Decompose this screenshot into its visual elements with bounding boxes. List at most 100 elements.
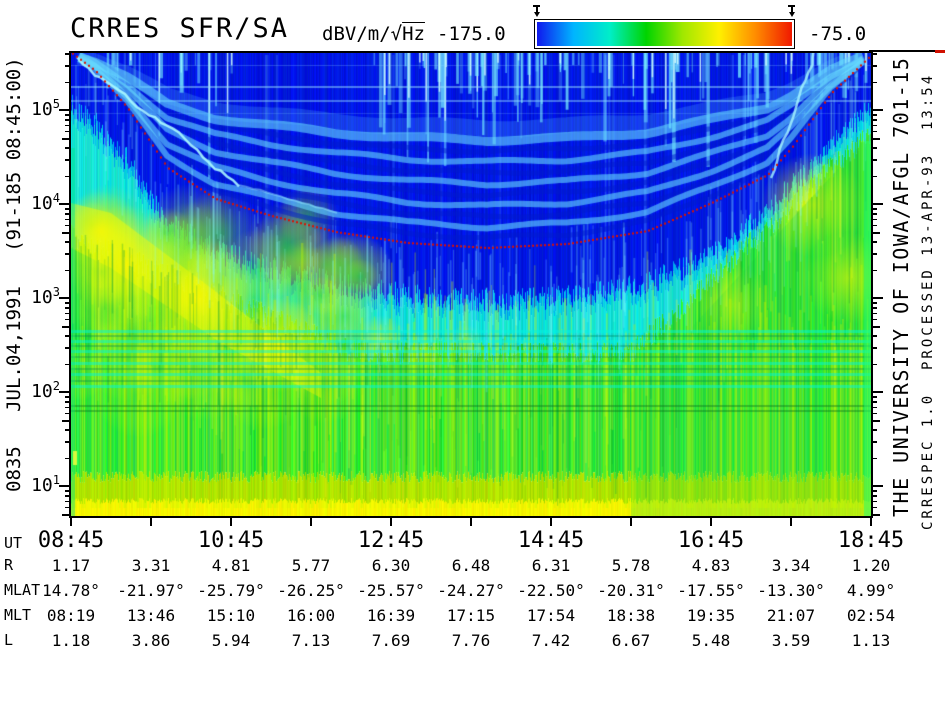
colorbar-max-marker-icon bbox=[787, 5, 796, 19]
ephemeris-value: 5.77 bbox=[291, 556, 331, 575]
y-minor-tick bbox=[62, 514, 69, 516]
ephemeris-value: 1.13 bbox=[851, 631, 891, 650]
ephemeris-value: -20.31° bbox=[597, 581, 665, 600]
x-hour-tick bbox=[550, 518, 552, 526]
y-minor-tick-right bbox=[873, 506, 877, 509]
y-minor-tick bbox=[65, 130, 69, 133]
ephemeris-value: 18:38 bbox=[606, 606, 656, 625]
ephemeris-value: 7.42 bbox=[531, 631, 571, 650]
ephemeris-value: 02:54 bbox=[846, 606, 896, 625]
ephemeris-value: 3.59 bbox=[771, 631, 811, 650]
x-tick-label-ut: 10:45 bbox=[197, 528, 265, 553]
y-minor-tick-right bbox=[873, 307, 877, 309]
y-minor-tick bbox=[65, 65, 69, 67]
ephemeris-value: 6.31 bbox=[531, 556, 571, 575]
ephemeris-value: -26.25° bbox=[277, 581, 345, 600]
y-minor-tick bbox=[65, 457, 69, 460]
y-minor-tick bbox=[65, 307, 69, 309]
y-minor-tick bbox=[65, 119, 69, 121]
y-minor-tick-right bbox=[873, 159, 877, 161]
ephemeris-value: -25.57° bbox=[357, 581, 425, 600]
ephemeris-value: 3.31 bbox=[131, 556, 171, 575]
orbit-start-vertical-label: 0835 JUL.04,1991 (91-185 08:45:00) bbox=[3, 57, 25, 492]
y-minor-tick bbox=[65, 269, 69, 272]
y-minor-tick-right bbox=[873, 175, 877, 178]
y-minor-tick bbox=[65, 412, 69, 415]
ephemeris-value: 1.17 bbox=[51, 556, 91, 575]
ephemeris-value: 6.67 bbox=[611, 631, 651, 650]
y-minor-tick bbox=[62, 232, 69, 234]
ephemeris-value: 5.48 bbox=[691, 631, 731, 650]
y-minor-tick-right bbox=[873, 495, 877, 497]
y-minor-tick bbox=[65, 406, 69, 408]
x-tick-label-ut: 16:45 bbox=[677, 528, 745, 553]
y-major-tick bbox=[59, 109, 69, 111]
ephemeris-value: 13:46 bbox=[126, 606, 176, 625]
y-minor-tick-right bbox=[873, 326, 880, 328]
y-tick-label: 101 bbox=[31, 473, 60, 496]
header-rule-red-tip bbox=[935, 50, 945, 53]
colorbar-gradient bbox=[537, 22, 792, 46]
y-minor-tick bbox=[65, 147, 69, 149]
x-tick-label-ut: 14:45 bbox=[517, 528, 585, 553]
ephemeris-row-label: UT bbox=[4, 534, 23, 552]
y-major-tick-right bbox=[873, 391, 883, 393]
y-minor-tick bbox=[65, 208, 69, 210]
y-minor-tick-right bbox=[873, 119, 877, 121]
y-minor-tick-right bbox=[873, 224, 877, 227]
ephemeris-value: 3.34 bbox=[771, 556, 811, 575]
x-tick-label-ut: 08:45 bbox=[37, 528, 105, 553]
y-minor-tick bbox=[65, 213, 69, 215]
ephemeris-value: 4.83 bbox=[691, 556, 731, 575]
processing-info-vertical-label: CRRESPEC 1.0 PROCESSED 13-APR-93 13:54 bbox=[920, 72, 936, 530]
y-minor-tick bbox=[65, 241, 69, 243]
y-minor-tick bbox=[65, 500, 69, 502]
ephemeris-value: 17:54 bbox=[526, 606, 576, 625]
ephemeris-value: -21.97° bbox=[117, 581, 185, 600]
y-minor-tick-right bbox=[873, 335, 877, 337]
y-tick-label: 103 bbox=[31, 285, 60, 308]
y-minor-tick bbox=[65, 441, 69, 443]
y-minor-tick-right bbox=[873, 130, 877, 133]
ephemeris-value: 15:10 bbox=[206, 606, 256, 625]
y-minor-tick bbox=[65, 253, 69, 255]
y-minor-tick bbox=[65, 429, 69, 431]
ephemeris-value: 1.20 bbox=[851, 556, 891, 575]
y-minor-tick-right bbox=[873, 253, 877, 255]
ephemeris-value: 5.78 bbox=[611, 556, 651, 575]
y-minor-tick-right bbox=[873, 429, 877, 431]
y-minor-tick bbox=[62, 420, 69, 422]
ephemeris-value: 4.81 bbox=[211, 556, 251, 575]
y-minor-tick-right bbox=[873, 312, 877, 314]
spectrogram-canvas bbox=[71, 53, 871, 516]
y-minor-tick-right bbox=[873, 401, 877, 403]
y-major-tick bbox=[59, 391, 69, 393]
ephemeris-value: 21:07 bbox=[766, 606, 816, 625]
ephemeris-value: 08:19 bbox=[46, 606, 96, 625]
y-minor-tick bbox=[65, 347, 69, 349]
y-tick-label: 104 bbox=[31, 191, 60, 214]
ephemeris-value: -17.55° bbox=[677, 581, 745, 600]
y-minor-tick bbox=[65, 302, 69, 304]
y-minor-tick-right bbox=[873, 232, 880, 234]
ephemeris-value: 19:35 bbox=[686, 606, 736, 625]
y-major-tick-right bbox=[873, 297, 883, 299]
colorbar-max-label: -75.0 bbox=[809, 23, 867, 45]
ephemeris-row-label: MLT bbox=[4, 606, 32, 624]
y-minor-tick-right bbox=[873, 500, 877, 502]
x-hour-tick bbox=[70, 518, 72, 526]
y-minor-tick-right bbox=[873, 138, 880, 140]
ephemeris-value: -24.27° bbox=[437, 581, 505, 600]
ephemeris-value: 1.18 bbox=[51, 631, 91, 650]
y-minor-tick bbox=[65, 224, 69, 227]
y-minor-tick bbox=[65, 124, 69, 126]
y-minor-tick bbox=[65, 175, 69, 178]
y-major-tick-right bbox=[873, 203, 883, 205]
y-minor-tick-right bbox=[873, 318, 877, 321]
header-rule-line bbox=[869, 50, 935, 52]
x-hour-tick bbox=[630, 518, 632, 526]
y-minor-tick-right bbox=[873, 147, 877, 149]
ephemeris-value: -25.79° bbox=[197, 581, 265, 600]
ephemeris-row-label: L bbox=[4, 631, 14, 649]
